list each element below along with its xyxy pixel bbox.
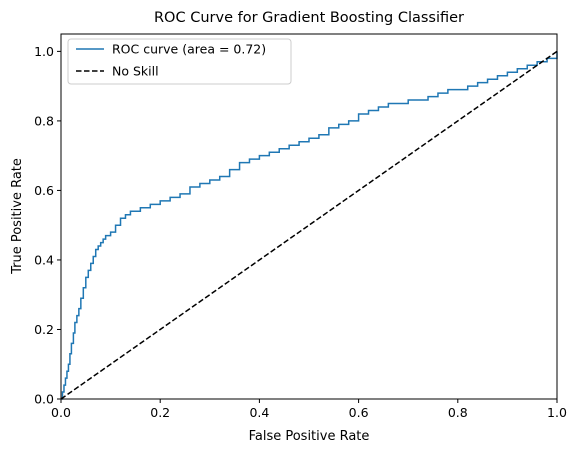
no-skill-line	[60, 50, 558, 400]
y-tick-label: 0.2	[34, 322, 54, 337]
y-tick-label: 0.0	[34, 392, 54, 407]
x-tick-label: 1.0	[547, 405, 567, 420]
y-tick-label: 0.8	[34, 113, 54, 128]
x-tick-label: 0.0	[51, 405, 71, 420]
x-tick-label: 0.8	[448, 405, 468, 420]
y-tick-label: 0.4	[34, 252, 54, 267]
x-tick-label: 0.2	[150, 405, 170, 420]
legend-label-no-skill: No Skill	[112, 64, 159, 79]
x-tick-label: 0.4	[249, 405, 269, 420]
y-axis-ticks: 0.0 0.2 0.4 0.6 0.8 1.0	[34, 44, 61, 407]
y-tick-label: 1.0	[34, 44, 54, 59]
chart-title: ROC Curve for Gradient Boosting Classifi…	[154, 10, 464, 26]
legend-box	[67, 38, 292, 85]
legend: ROC curve (area = 0.72) No Skill	[67, 38, 292, 85]
y-tick-label: 0.6	[34, 183, 54, 198]
roc-curve-line	[61, 51, 558, 400]
x-axis-ticks: 0.0 0.2 0.4 0.6 0.8 1.0	[51, 399, 567, 420]
plot-frame	[60, 33, 558, 400]
legend-label-roc: ROC curve (area = 0.72)	[112, 42, 266, 57]
x-axis-label: False Positive Rate	[249, 429, 370, 444]
x-tick-label: 0.6	[349, 405, 369, 420]
y-axis-label: True Positive Rate	[10, 158, 25, 275]
plot-lines	[60, 50, 558, 400]
